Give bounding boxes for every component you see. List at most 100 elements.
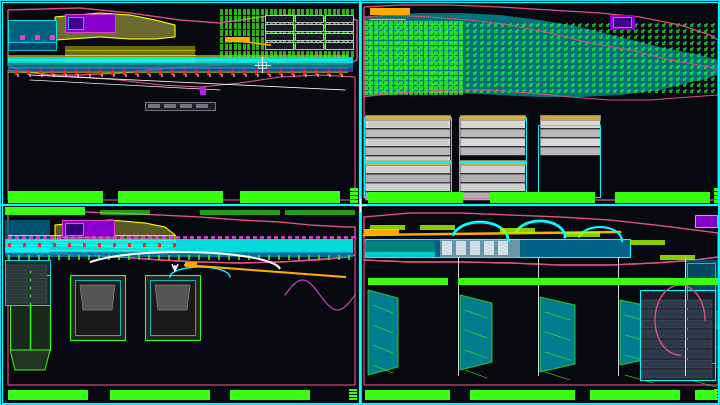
Bar xyxy=(613,36,616,39)
Bar xyxy=(496,65,498,67)
Bar xyxy=(410,66,413,69)
Bar xyxy=(229,54,232,57)
Bar xyxy=(452,84,455,87)
Bar xyxy=(283,19,286,22)
Bar xyxy=(346,47,349,50)
Bar xyxy=(251,40,254,43)
Bar xyxy=(365,239,630,257)
Bar xyxy=(447,71,449,73)
Bar xyxy=(293,74,295,77)
Bar xyxy=(384,91,388,95)
Bar xyxy=(319,23,322,26)
Bar xyxy=(238,255,240,260)
Bar xyxy=(403,90,406,93)
Bar xyxy=(396,72,399,75)
Bar xyxy=(466,66,469,69)
Bar xyxy=(391,47,393,49)
Bar xyxy=(365,241,435,255)
Bar xyxy=(220,40,223,43)
Bar xyxy=(695,215,717,227)
Bar xyxy=(10,270,50,350)
Bar xyxy=(538,47,540,49)
Bar xyxy=(580,89,582,91)
Bar xyxy=(327,70,330,75)
Bar xyxy=(704,24,707,27)
Bar xyxy=(328,26,331,29)
Bar xyxy=(445,78,448,81)
Bar xyxy=(678,83,680,85)
Bar xyxy=(426,47,428,49)
Bar xyxy=(662,54,665,57)
Bar xyxy=(545,23,547,25)
Bar xyxy=(438,30,441,33)
Bar xyxy=(292,19,295,22)
Bar xyxy=(629,47,631,49)
Bar xyxy=(341,40,344,43)
Bar xyxy=(459,46,463,50)
Bar xyxy=(629,41,631,43)
Bar xyxy=(444,56,448,60)
Bar xyxy=(447,23,449,25)
Bar xyxy=(118,191,223,203)
Bar xyxy=(315,12,318,15)
Bar xyxy=(571,66,574,69)
Bar xyxy=(636,53,638,55)
Bar xyxy=(328,51,331,53)
Bar xyxy=(365,156,450,164)
Bar xyxy=(636,41,638,43)
Bar xyxy=(683,48,686,51)
Bar xyxy=(634,30,637,33)
Bar xyxy=(220,36,223,40)
Bar xyxy=(433,41,435,43)
Bar xyxy=(351,51,354,53)
Bar xyxy=(697,30,700,33)
Bar xyxy=(50,236,54,239)
Bar xyxy=(714,395,718,397)
Bar xyxy=(503,29,505,31)
Bar xyxy=(328,36,331,40)
Bar xyxy=(384,51,388,55)
Bar xyxy=(459,24,462,27)
Bar xyxy=(557,90,560,93)
Bar xyxy=(496,71,498,73)
Bar xyxy=(442,241,452,255)
Bar xyxy=(685,71,687,73)
Bar xyxy=(429,46,433,50)
Bar xyxy=(403,66,406,69)
Bar xyxy=(319,43,322,47)
Bar xyxy=(671,41,673,43)
Bar xyxy=(503,71,505,73)
Bar xyxy=(452,90,455,93)
Bar xyxy=(714,196,718,199)
Bar xyxy=(233,15,236,19)
Bar xyxy=(384,26,388,30)
Bar xyxy=(161,74,163,77)
Bar xyxy=(247,15,250,19)
Bar xyxy=(374,86,378,90)
Bar xyxy=(664,29,666,31)
Bar xyxy=(141,236,145,239)
Bar xyxy=(529,48,532,51)
Bar xyxy=(536,42,539,45)
Bar xyxy=(480,60,483,63)
Bar xyxy=(389,56,393,60)
Bar xyxy=(297,23,300,26)
Bar xyxy=(550,54,553,57)
Bar xyxy=(424,30,427,33)
Bar xyxy=(592,30,595,33)
Bar xyxy=(629,77,631,79)
Bar xyxy=(330,236,334,239)
Bar xyxy=(323,19,326,22)
Bar xyxy=(185,74,187,77)
Bar xyxy=(399,26,403,30)
Bar xyxy=(496,53,498,55)
Bar xyxy=(412,35,414,37)
Bar xyxy=(225,26,228,29)
Bar xyxy=(634,36,637,39)
Bar xyxy=(444,71,448,75)
Bar xyxy=(229,30,232,32)
Bar xyxy=(225,9,228,11)
Bar xyxy=(256,51,259,53)
Bar xyxy=(434,91,438,95)
Bar xyxy=(404,56,408,60)
